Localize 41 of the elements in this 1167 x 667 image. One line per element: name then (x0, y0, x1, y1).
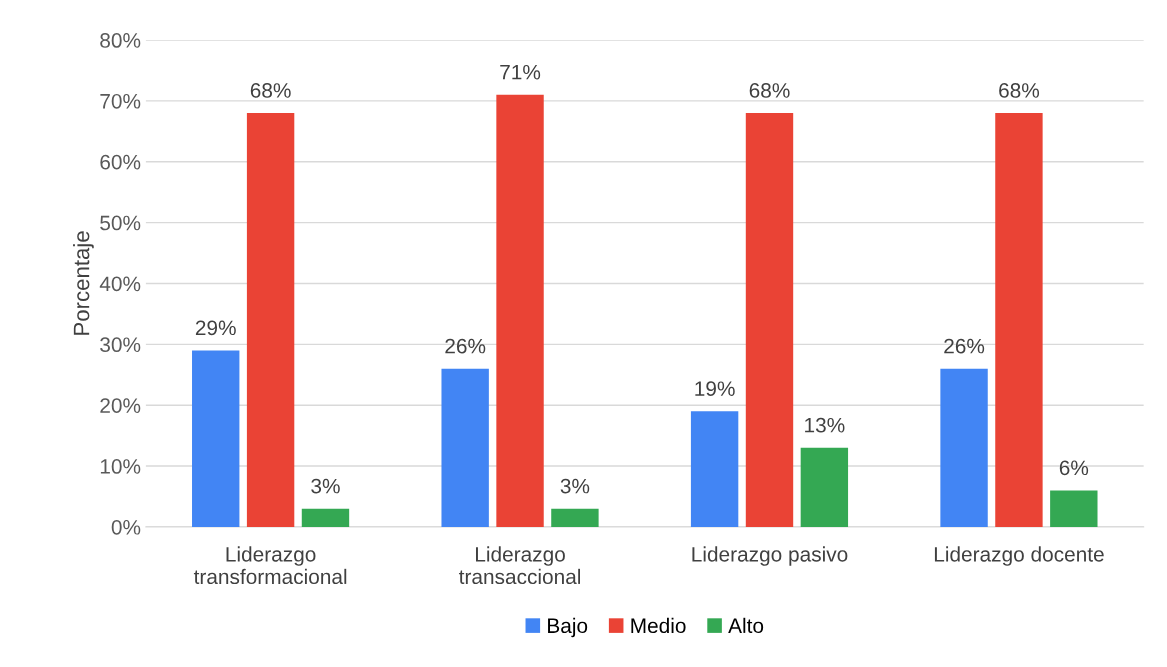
bar (995, 113, 1043, 527)
data-label: 26% (445, 338, 486, 354)
legend-label: Alto (728, 617, 764, 634)
bar (690, 411, 739, 527)
bar (745, 113, 794, 527)
bar (301, 508, 350, 527)
data-label: 3% (311, 478, 340, 494)
data-label: 26% (944, 338, 985, 354)
y-tick-label: 80% (100, 33, 141, 48)
data-label: 29% (195, 320, 236, 336)
y-tick-label: 40% (99, 276, 141, 292)
x-tick-label: Liderazgo transaccional (458, 546, 581, 585)
bar (940, 368, 988, 527)
data-label: 68% (749, 83, 790, 98)
legend-label: Bajo (548, 617, 588, 638)
bar (1050, 490, 1098, 527)
bar (551, 508, 599, 527)
bar (192, 350, 240, 527)
legend-label: Medio (631, 617, 686, 634)
data-label: 68% (250, 83, 291, 98)
data-label: 13% (805, 417, 845, 433)
y-tick-label: 60% (100, 154, 141, 170)
data-label: 71% (500, 64, 541, 80)
data-label: 19% (695, 381, 735, 397)
y-tick-label: 70% (100, 93, 141, 109)
bar (800, 447, 849, 527)
x-tick-label: Liderazgo pasivo (692, 546, 848, 566)
data-label: 6% (1059, 460, 1089, 476)
bar (496, 94, 544, 527)
y-tick-label: 20% (100, 398, 141, 413)
y-tick-label: 0% (111, 519, 141, 535)
data-label: 3% (560, 478, 590, 494)
y-tick-label: 10% (100, 459, 141, 474)
x-tick-label: Liderazgo docente (934, 546, 1104, 566)
data-label: 68% (999, 83, 1040, 98)
y-tick-label: 50% (100, 215, 141, 231)
y-axis-title: Porcentaje (73, 231, 94, 335)
bar (246, 113, 295, 527)
x-tick-label: Liderazgo transformacional (193, 546, 347, 585)
bar (441, 368, 489, 527)
y-tick-label: 30% (100, 337, 141, 353)
